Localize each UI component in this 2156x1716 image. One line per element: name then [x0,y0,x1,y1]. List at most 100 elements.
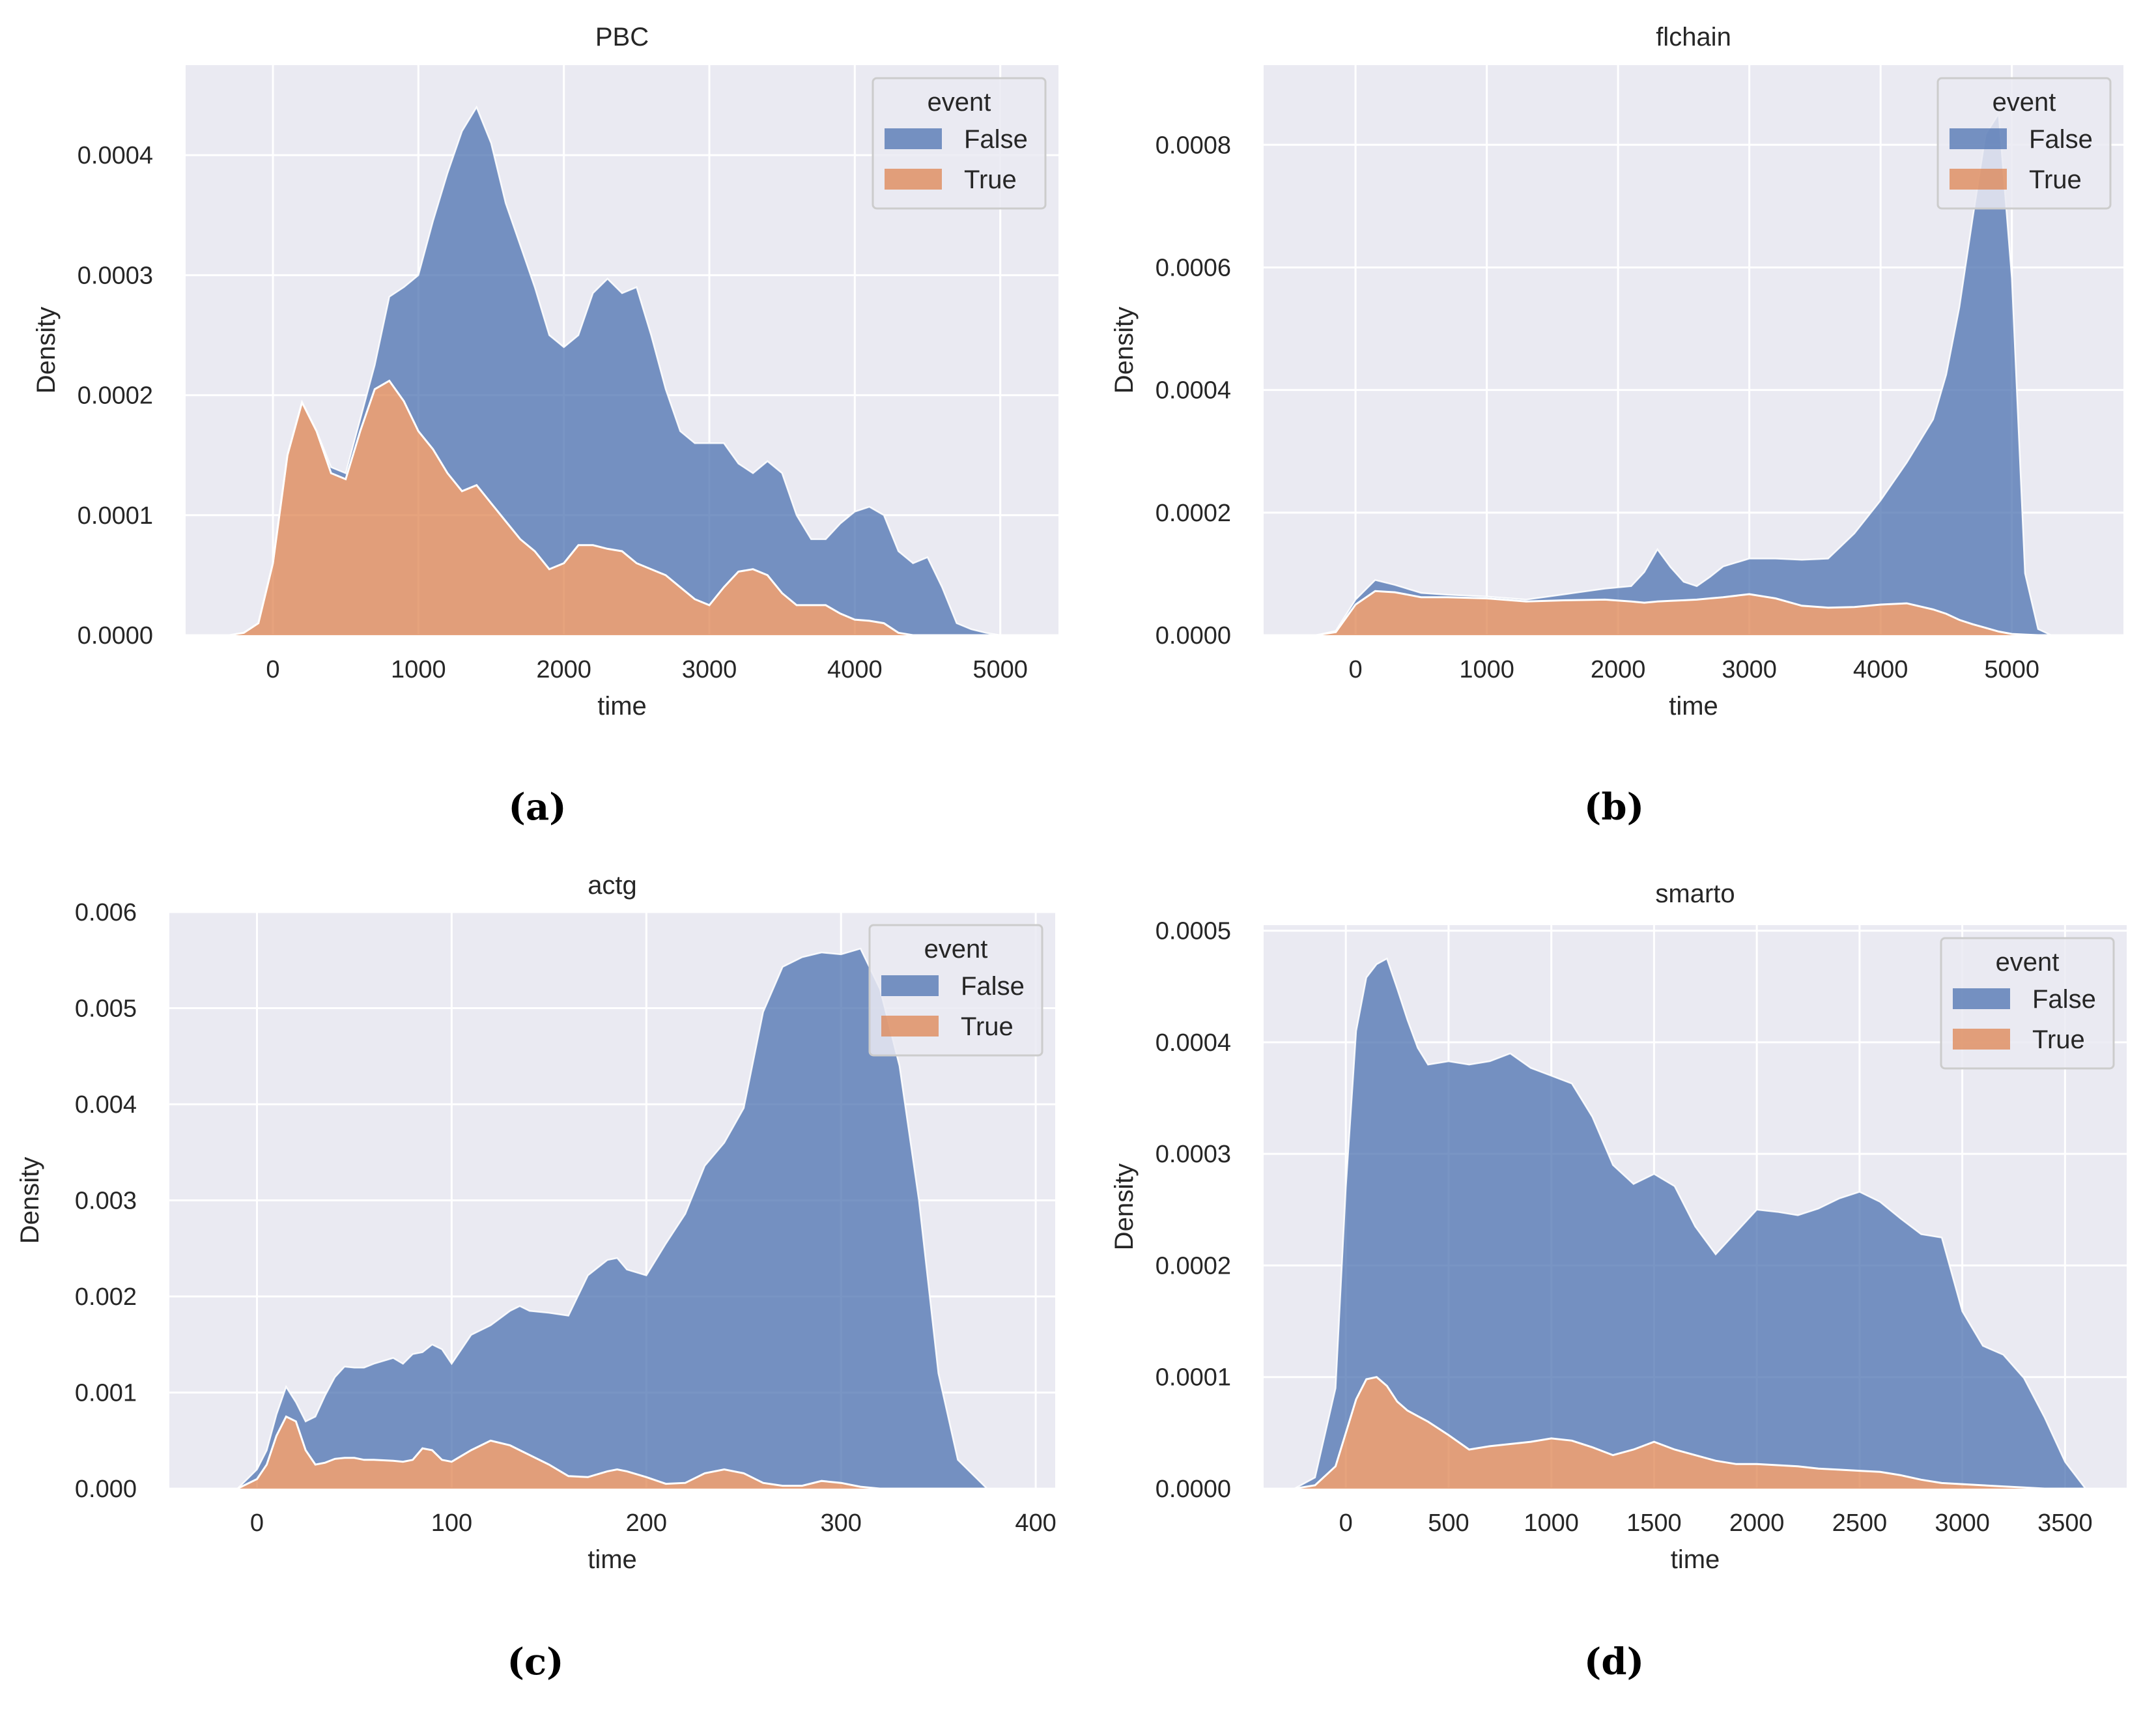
series-true-area [1316,591,2052,635]
x-tick-label: 3000 [1935,1509,1990,1537]
x-axis-title: time [597,692,647,721]
legend: event False True [872,77,1047,210]
y-tick-label: 0.006 [75,899,137,926]
x-tick-label: 0 [1348,656,1362,683]
chart-panel-a: 0 1000 2000 3000 4000 5000 0.0000 0.0001 0.0002 0… [32,23,1058,829]
panel-caption: (a) [508,786,566,829]
x-tick-label: 2500 [1832,1509,1888,1537]
y-axis-title: Density [32,307,61,393]
x-tick-label: 3000 [682,656,737,683]
x-tick-label: 1000 [1459,656,1514,683]
legend: event False True [1936,77,2112,210]
y-tick-label: 0.0004 [1156,377,1231,405]
series-false-area [237,949,987,1489]
legend-swatch-false [1953,988,2010,1009]
panel-caption: (d) [1584,1640,1644,1683]
y-tick-label: 0.0002 [1156,1252,1231,1280]
legend-label-false: False [964,125,1028,154]
x-tick-label: 0 [1339,1509,1353,1537]
series-true-area [237,1416,987,1489]
y-tick-label: 0.0002 [78,382,153,410]
legend: event False True [1940,937,2115,1070]
series-false-outline [236,947,988,1489]
chart-title: smarto [1655,879,1735,908]
legend-label-true: True [964,165,1017,194]
y-tick-label: 0.0001 [78,502,153,530]
x-tick-label: 500 [1428,1509,1469,1537]
y-axis-title: Density [1110,1164,1139,1250]
chart-panel-d: 0 500 1000 1500 2000 2500 3000 3500 0.0000 0.0001… [1110,879,2127,1683]
series-true-area [1294,1377,2086,1489]
chart-title: flchain [1656,23,1731,51]
x-tick-label: 0 [250,1509,264,1537]
y-tick-label: 0.002 [75,1283,137,1311]
y-tick-label: 0.0008 [1156,132,1231,159]
y-tick-label: 0.003 [75,1188,137,1215]
x-tick-label: 4000 [827,656,883,683]
y-tick-label: 0.0000 [1156,1476,1231,1503]
series-true-outline [1316,590,2052,636]
x-tick-label: 0 [266,656,279,683]
series-false-outline [1294,957,2086,1490]
y-axis-title: Density [1110,307,1139,393]
series-false-outline [229,105,1000,636]
y-tick-label: 0.0006 [1156,254,1231,281]
y-tick-label: 0.0000 [78,622,153,650]
chart-panel-b: 0 1000 2000 3000 4000 5000 0.0000 0.0002 0.0004 0… [1110,23,2123,829]
y-tick-label: 0.0004 [78,142,153,169]
x-tick-label: 4000 [1853,656,1908,683]
y-tick-label: 0.001 [75,1380,137,1407]
x-axis-title: time [1671,1545,1720,1574]
legend-title: event [924,935,988,964]
x-tick-label: 100 [431,1509,472,1537]
x-tick-label: 2000 [1591,656,1646,683]
legend-title: event [928,88,991,117]
legend-label-true: True [2032,1025,2085,1054]
y-tick-label: 0.0001 [1156,1364,1231,1392]
y-tick-label: 0.0003 [1156,1141,1231,1168]
legend-swatch-false [881,975,939,996]
series-true-outline [1294,1376,2086,1490]
x-tick-label: 3500 [2037,1509,2093,1537]
series-false-area [1294,958,2086,1489]
y-tick-label: 0.0005 [1156,918,1231,945]
chart-title: PBC [595,23,649,51]
y-tick-label: 0.004 [75,1091,137,1119]
legend-label-false: False [2032,985,2096,1014]
legend-swatch-true [885,169,942,190]
series-true-outline [229,379,1000,636]
x-tick-label: 1000 [1524,1509,1579,1537]
y-tick-label: 0.0002 [1156,500,1231,527]
legend-swatch-false [1950,128,2007,149]
y-tick-label: 0.0003 [78,262,153,289]
series-false-area [1316,113,2052,636]
legend-title: event [1996,948,2060,977]
x-axis-title: time [1669,692,1718,721]
legend: event False True [868,924,1043,1057]
x-tick-label: 5000 [1984,656,2039,683]
y-tick-label: 0.0004 [1156,1029,1231,1057]
y-tick-label: 0.000 [75,1476,137,1503]
legend-label-true: True [2029,165,2082,194]
series-false-area [229,107,1000,635]
legend-label-false: False [961,972,1025,1001]
x-tick-label: 400 [1015,1509,1056,1537]
x-tick-label: 2000 [1729,1509,1785,1537]
panel-caption: (c) [507,1640,563,1683]
x-tick-label: 1500 [1626,1509,1682,1537]
legend-label-false: False [2029,125,2093,154]
x-axis-title: time [588,1545,637,1574]
y-tick-label: 0.0000 [1156,622,1231,650]
x-tick-label: 1000 [391,656,446,683]
y-axis-title: Density [16,1157,44,1244]
x-tick-label: 200 [626,1509,667,1537]
x-tick-label: 300 [821,1509,862,1537]
chart-title: actg [588,871,637,900]
x-tick-label: 3000 [1722,656,1777,683]
chart-panel-c: 0 100 200 300 400 0.000 0.001 0.002 0.003 0.004 0.… [16,871,1057,1683]
legend-label-true: True [961,1012,1014,1041]
x-tick-label: 5000 [972,656,1028,683]
legend-swatch-true [1953,1029,2010,1050]
series-true-area [229,380,1000,635]
